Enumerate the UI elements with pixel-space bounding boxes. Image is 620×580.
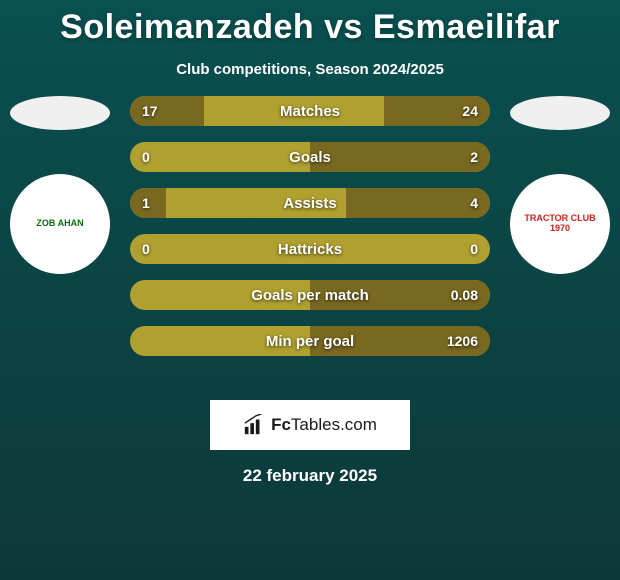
club-logo-right-text: TRACTOR CLUB 1970	[514, 214, 606, 234]
subtitle: Club competitions, Season 2024/2025	[0, 61, 620, 78]
page-title: Soleimanzadeh vs Esmaeilifar	[0, 0, 620, 47]
stat-row: Min per goal1206	[130, 326, 490, 356]
comparison-area: ZOB AHAN TRACTOR CLUB 1970 Matches1724Go…	[0, 96, 620, 386]
stat-value-right: 0	[458, 234, 490, 264]
stat-label: Matches	[130, 96, 490, 126]
date-text: 22 february 2025	[0, 466, 620, 486]
club-right: TRACTOR CLUB 1970	[500, 96, 620, 274]
stat-value-right: 2	[458, 142, 490, 172]
brand-box[interactable]: FcTables.com	[210, 400, 410, 450]
stat-rows: Matches1724Goals02Assists14Hattricks00Go…	[130, 96, 490, 372]
brand-text: FcTables.com	[271, 415, 377, 435]
stat-row: Hattricks0 0	[130, 234, 490, 264]
stat-row: Matches17 24	[130, 96, 490, 126]
stat-value-right: 24	[450, 96, 490, 126]
stat-value-right: 0.08	[439, 280, 490, 310]
stat-value-left: 17	[130, 96, 170, 126]
brand-bold: Fc	[271, 415, 291, 434]
club-logo-right: TRACTOR CLUB 1970	[510, 174, 610, 274]
chart-icon	[243, 414, 265, 436]
stat-label: Hattricks	[130, 234, 490, 264]
stat-row: Goals per match0.08	[130, 280, 490, 310]
stat-value-right: 4	[458, 188, 490, 218]
stat-label: Goals	[130, 142, 490, 172]
club-logo-left: ZOB AHAN	[10, 174, 110, 274]
stat-value-left: 0	[130, 142, 162, 172]
stat-label: Goals per match	[130, 280, 490, 310]
stat-row: Assists1 4	[130, 188, 490, 218]
flag-left	[10, 96, 110, 130]
club-left: ZOB AHAN	[0, 96, 120, 274]
stat-value-left: 0	[130, 234, 162, 264]
stat-label: Assists	[130, 188, 490, 218]
club-logo-left-text: ZOB AHAN	[36, 219, 83, 229]
stat-row: Goals0 2	[130, 142, 490, 172]
flag-right	[510, 96, 610, 130]
stat-value-right: 1206	[435, 326, 490, 356]
brand-rest: Tables.com	[291, 415, 377, 434]
stat-value-left: 1	[130, 188, 162, 218]
